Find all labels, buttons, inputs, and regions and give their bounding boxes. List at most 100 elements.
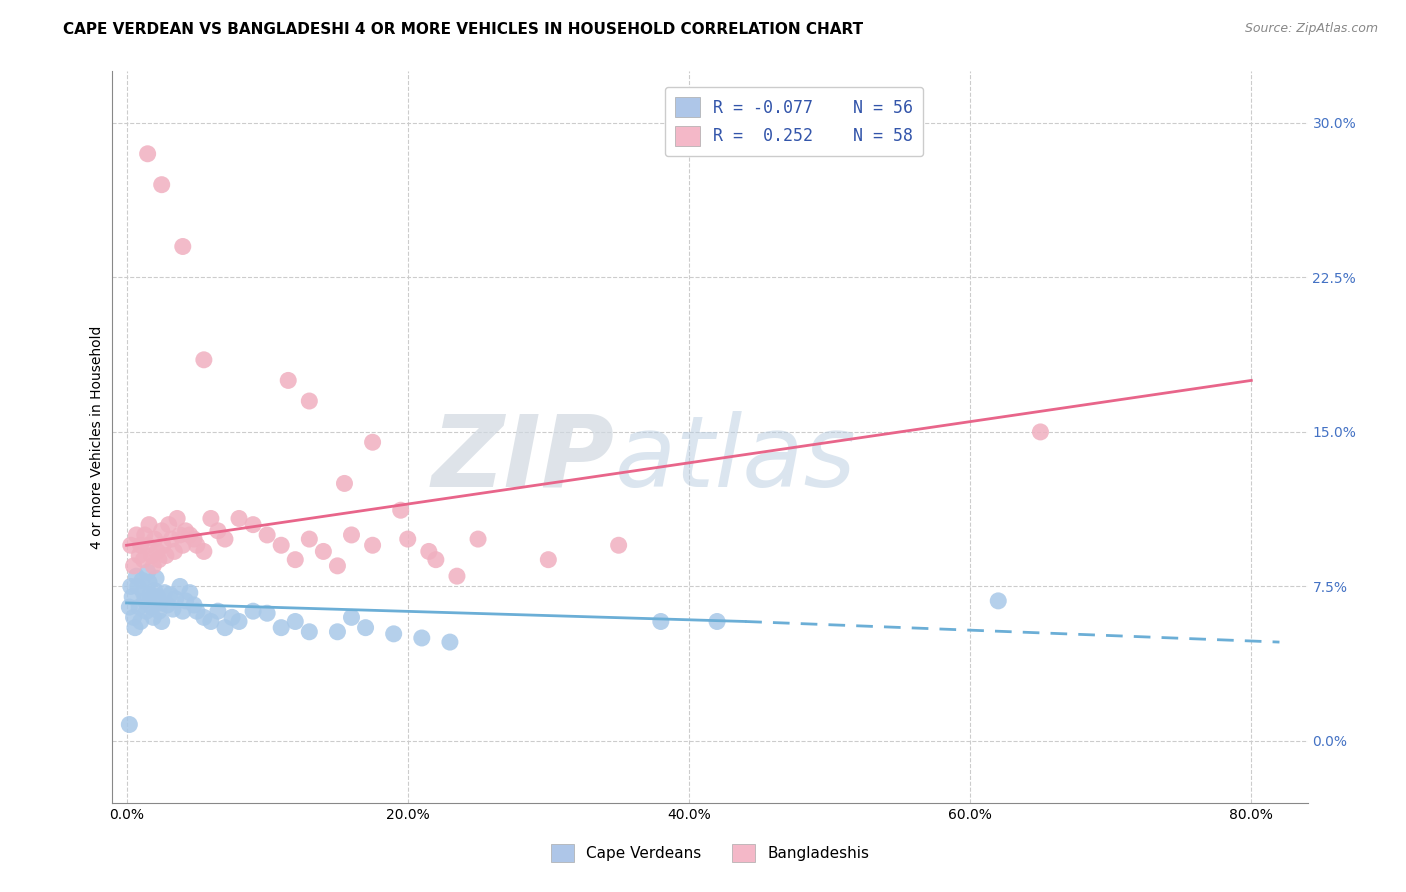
Point (121, 590, 143, 604)
Text: ZIP: ZIP (432, 410, 614, 508)
Point (256, 606, 278, 620)
Point (118, 717, 141, 731)
Point (139, 588, 162, 602)
Point (228, 511, 250, 525)
Point (153, 585, 176, 599)
Point (214, 532, 236, 546)
Point (134, 594, 156, 608)
Point (125, 569, 148, 583)
Point (340, 610, 363, 624)
Point (138, 575, 160, 590)
Point (142, 558, 165, 573)
Point (242, 517, 264, 532)
Point (298, 532, 321, 546)
Point (537, 552, 560, 566)
Point (127, 579, 149, 593)
Point (298, 624, 321, 639)
Point (1029, 425, 1052, 439)
Point (129, 538, 152, 552)
Point (207, 524, 229, 538)
Y-axis label: 4 or more Vehicles in Household: 4 or more Vehicles in Household (90, 326, 104, 549)
Text: atlas: atlas (614, 410, 856, 508)
Point (128, 549, 150, 563)
Point (150, 615, 173, 629)
Point (193, 610, 215, 624)
Point (987, 594, 1010, 608)
Point (160, 532, 183, 546)
Point (131, 574, 153, 588)
Point (312, 544, 335, 558)
Text: CAPE VERDEAN VS BANGLADESHI 4 OR MORE VEHICLES IN HOUSEHOLD CORRELATION CHART: CAPE VERDEAN VS BANGLADESHI 4 OR MORE VE… (63, 22, 863, 37)
Point (361, 435, 384, 450)
Point (284, 552, 307, 566)
Point (128, 600, 150, 615)
Point (156, 598, 179, 612)
Point (179, 528, 201, 542)
Point (162, 602, 184, 616)
Point (120, 538, 142, 552)
Point (446, 569, 468, 583)
Point (333, 476, 356, 491)
Point (326, 558, 349, 573)
Point (143, 532, 166, 546)
Point (136, 538, 159, 552)
Point (221, 610, 243, 624)
Point (172, 239, 194, 253)
Point (179, 585, 201, 599)
Point (135, 604, 157, 618)
Point (125, 528, 148, 542)
Point (152, 538, 174, 552)
Point (298, 394, 321, 409)
Point (129, 615, 152, 629)
Point (207, 604, 229, 618)
Point (157, 517, 180, 532)
Point (186, 604, 208, 618)
Point (706, 615, 728, 629)
Point (159, 588, 181, 602)
Point (122, 558, 145, 573)
Point (270, 621, 292, 635)
Point (270, 538, 292, 552)
Point (340, 528, 363, 542)
Point (141, 549, 163, 563)
Point (228, 615, 250, 629)
Point (183, 532, 205, 546)
Point (122, 610, 145, 624)
Point (382, 627, 405, 641)
Point (134, 528, 156, 542)
Point (169, 579, 191, 593)
Point (284, 615, 307, 629)
Point (148, 552, 170, 566)
Point (242, 604, 264, 618)
Point (186, 538, 208, 552)
Point (183, 598, 205, 612)
Point (174, 594, 197, 608)
Point (200, 615, 222, 629)
Point (396, 532, 419, 546)
Point (425, 552, 447, 566)
Point (277, 373, 299, 387)
Point (650, 615, 672, 629)
Point (138, 517, 160, 532)
Point (146, 590, 169, 604)
Point (172, 538, 194, 552)
Point (163, 544, 186, 558)
Point (150, 178, 173, 192)
Point (193, 352, 215, 367)
Text: Source: ZipAtlas.com: Source: ZipAtlas.com (1244, 22, 1378, 36)
Point (146, 544, 169, 558)
Point (166, 511, 188, 525)
Point (150, 524, 173, 538)
Point (172, 604, 194, 618)
Point (148, 604, 170, 618)
Point (132, 585, 155, 599)
Point (361, 538, 384, 552)
Point (169, 528, 191, 542)
Point (200, 511, 222, 525)
Legend: Cape Verdeans, Bangladeshis: Cape Verdeans, Bangladeshis (546, 838, 875, 868)
Point (141, 600, 163, 615)
Point (214, 621, 236, 635)
Point (326, 624, 349, 639)
Point (136, 565, 159, 579)
Point (256, 528, 278, 542)
